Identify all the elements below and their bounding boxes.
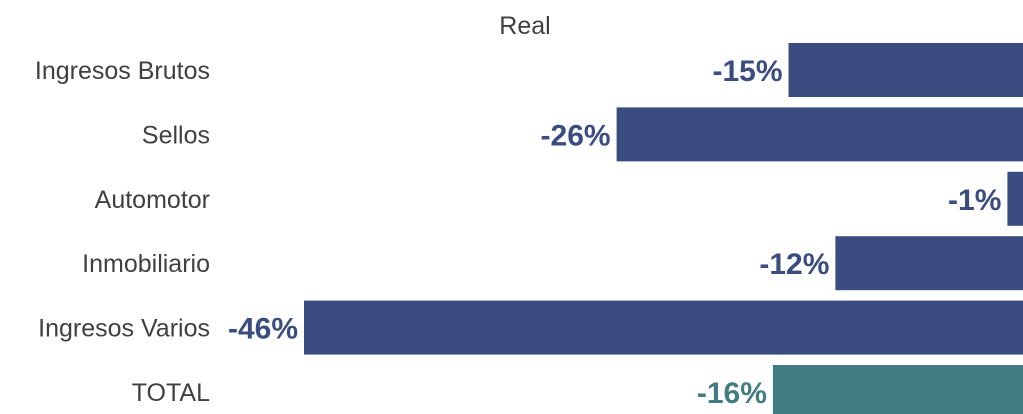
bar-ingresos-brutos xyxy=(788,43,1023,97)
category-label-ingresos-brutos: Ingresos Brutos xyxy=(35,57,210,85)
value-label-sellos: -26% xyxy=(541,119,611,152)
bar-automotor xyxy=(1007,171,1023,226)
value-label-ingresos-brutos: -15% xyxy=(712,55,782,88)
bar-total xyxy=(772,365,1023,414)
category-label-total: TOTAL xyxy=(132,379,210,407)
bar-sellos xyxy=(616,107,1023,162)
bar-inmobiliario xyxy=(835,236,1023,291)
category-label-sellos: Sellos xyxy=(142,121,210,149)
category-label-inmobiliario: Inmobiliario xyxy=(82,250,210,278)
chart-title: Real xyxy=(499,12,550,40)
labels-layer: Ingresos Brutos -15% Sellos -26% Automotor -1… xyxy=(35,55,1001,410)
value-label-total: -16% xyxy=(697,377,767,410)
bars-layer xyxy=(304,43,1023,414)
category-label-ingresos-varios: Ingresos Varios xyxy=(38,315,210,343)
category-label-automotor: Automotor xyxy=(95,186,210,214)
value-label-inmobiliario: -12% xyxy=(759,248,829,281)
value-label-automotor: -1% xyxy=(948,184,1001,217)
bar-ingresos-varios xyxy=(304,300,1023,355)
value-label-ingresos-varios: -46% xyxy=(228,313,298,346)
